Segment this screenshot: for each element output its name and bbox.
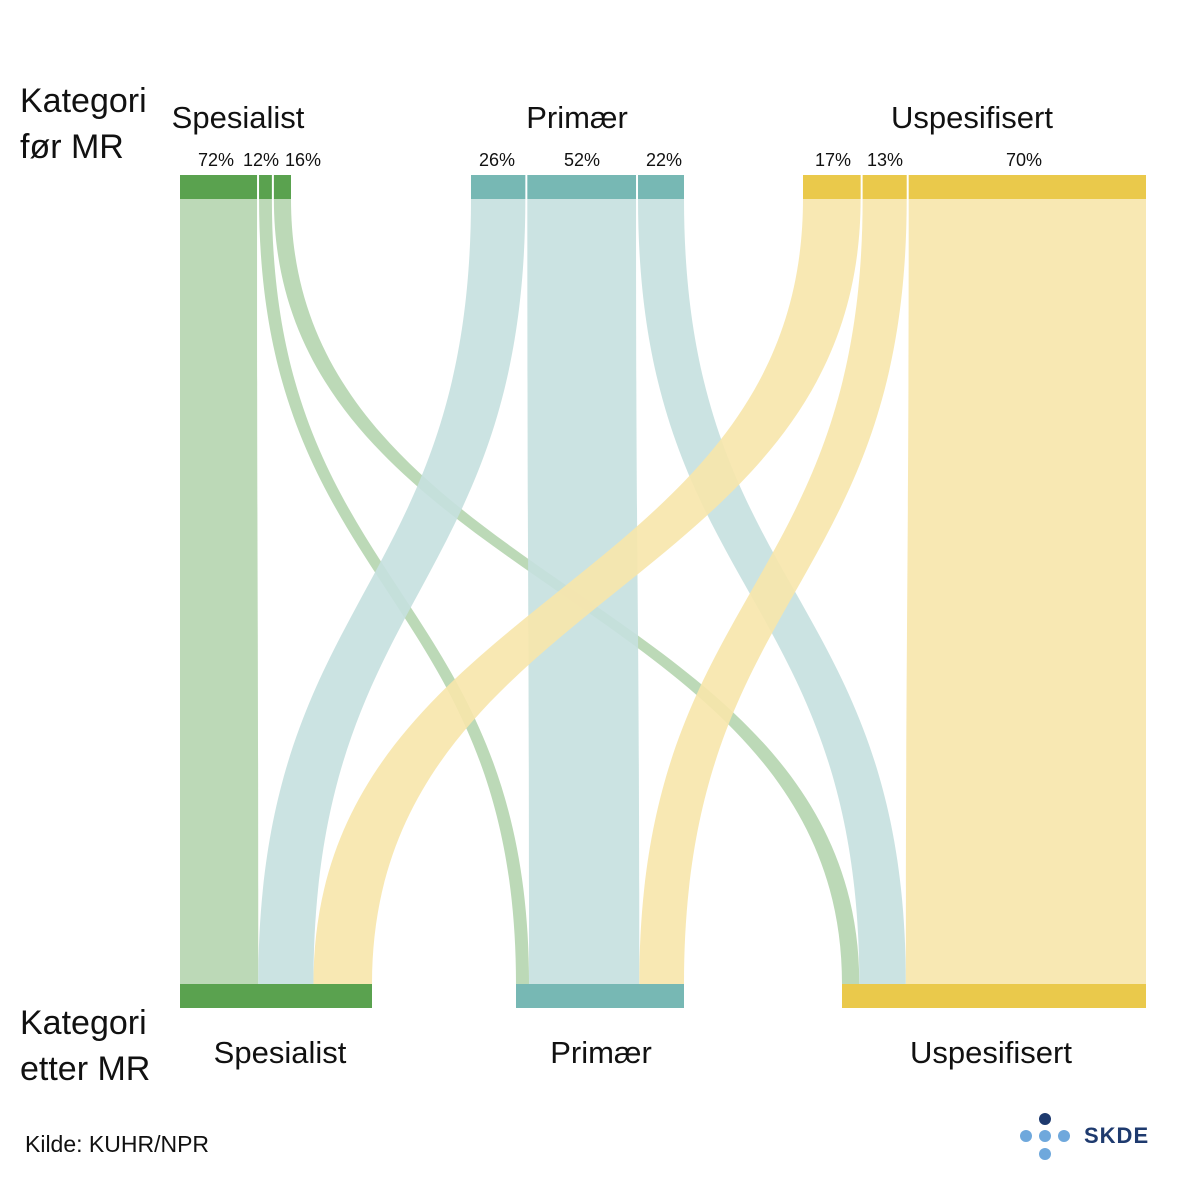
axis-title-before-line2: før MR (20, 128, 124, 166)
axis-title-before-line1: Kategori (20, 82, 147, 120)
axis-title-after-line2: etter MR (20, 1050, 151, 1088)
axis-title-after: Kategori etter MR (20, 1000, 150, 1092)
percent-label: 52% (563, 150, 601, 170)
sankey-flow-uspesifisert-to-primær (639, 199, 907, 984)
logo-dot-icon (1039, 1130, 1051, 1142)
sankey-nodes (180, 175, 1146, 1008)
top-node-segment (803, 175, 861, 199)
percent-label: 12% (242, 150, 280, 170)
skde-logo: SKDE (1014, 1110, 1148, 1164)
top-node-segment (862, 175, 907, 199)
bottom-category-label-primaer: Primær (550, 1035, 652, 1070)
sankey-flow-primær-to-spesialist (258, 199, 526, 984)
top-node-segment (180, 175, 258, 199)
sankey-flow-uspesifisert-to-uspesifisert (905, 199, 1146, 984)
percent-label: 70% (1005, 150, 1043, 170)
source-note: Kilde: KUHR/NPR (25, 1131, 210, 1157)
logo-dot-icon (1058, 1130, 1070, 1142)
percent-label: 26% (478, 150, 516, 170)
bottom-node-primær (516, 984, 684, 1008)
logo-dot-icon (1039, 1148, 1051, 1160)
bottom-category-label-uspesifisert: Uspesifisert (910, 1035, 1072, 1070)
sankey-flow-spesialist-to-spesialist (180, 199, 259, 984)
top-node-segment (908, 175, 1146, 199)
percent-label: 22% (645, 150, 683, 170)
axis-title-after-line1: Kategori (20, 1004, 147, 1042)
bottom-node-spesialist (180, 984, 372, 1008)
percent-label: 13% (866, 150, 904, 170)
logo-dot-icon (1039, 1113, 1051, 1125)
top-node-segment (471, 175, 526, 199)
top-node-segment (259, 175, 272, 199)
axis-title-before: Kategori før MR (20, 78, 147, 170)
bottom-node-uspesifisert (842, 984, 1146, 1008)
top-category-label-primaer: Primær (526, 100, 628, 135)
top-category-label-spesialist: Spesialist (171, 100, 305, 135)
sankey-flow-uspesifisert-to-spesialist (313, 199, 861, 984)
percent-label: 72% (197, 150, 235, 170)
top-node-segment (527, 175, 637, 199)
bottom-category-label-spesialist: Spesialist (213, 1035, 347, 1070)
top-node-segment (273, 175, 291, 199)
sankey-links (180, 199, 1146, 984)
top-category-label-uspesifisert: Uspesifisert (891, 100, 1053, 135)
percent-label: 17% (814, 150, 852, 170)
logo-dot-icon (1020, 1130, 1032, 1142)
percent-label: 16% (284, 150, 322, 170)
top-node-segment (638, 175, 684, 199)
logo-text: SKDE (1084, 1123, 1150, 1148)
